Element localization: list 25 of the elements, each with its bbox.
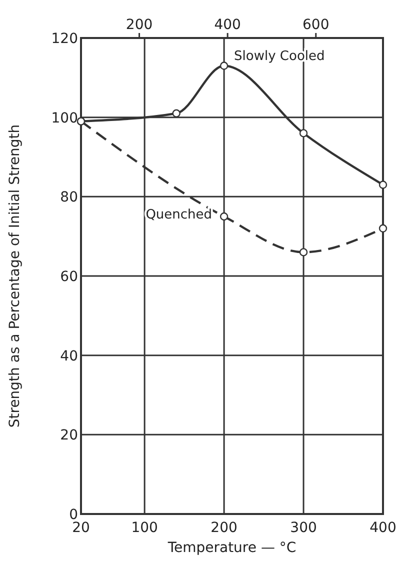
y-tick-label: 120 <box>51 31 78 47</box>
y-tick-label: 20 <box>60 428 78 444</box>
point <box>220 62 228 70</box>
point <box>299 129 308 138</box>
x-tick-label: 20 <box>72 520 90 536</box>
y-tick-label: 0 <box>69 507 78 523</box>
x-tick-label: 400 <box>370 520 396 536</box>
series-label: Quenched <box>146 208 212 222</box>
point <box>378 180 388 189</box>
point <box>172 109 180 118</box>
y-tick-label: 60 <box>60 269 78 285</box>
point <box>378 224 388 232</box>
point <box>220 212 228 221</box>
x2-tick-label: 600 <box>302 17 330 33</box>
x-tick-label: 200 <box>210 520 238 536</box>
x2-tick-label: 200 <box>126 17 153 33</box>
point <box>299 248 308 256</box>
y-tick-label: 80 <box>60 190 78 206</box>
x2-tick-label: 400 <box>214 17 241 33</box>
x-tick-label: 300 <box>290 520 317 536</box>
x-axis-title: Temperature — °C <box>166 540 296 556</box>
y-tick-label: 100 <box>51 110 78 126</box>
x-tick-label: 100 <box>131 520 158 536</box>
y-axis-title: Strength as a Percentage of Initial Strength <box>7 124 23 428</box>
y-tick-label: 40 <box>60 348 78 364</box>
